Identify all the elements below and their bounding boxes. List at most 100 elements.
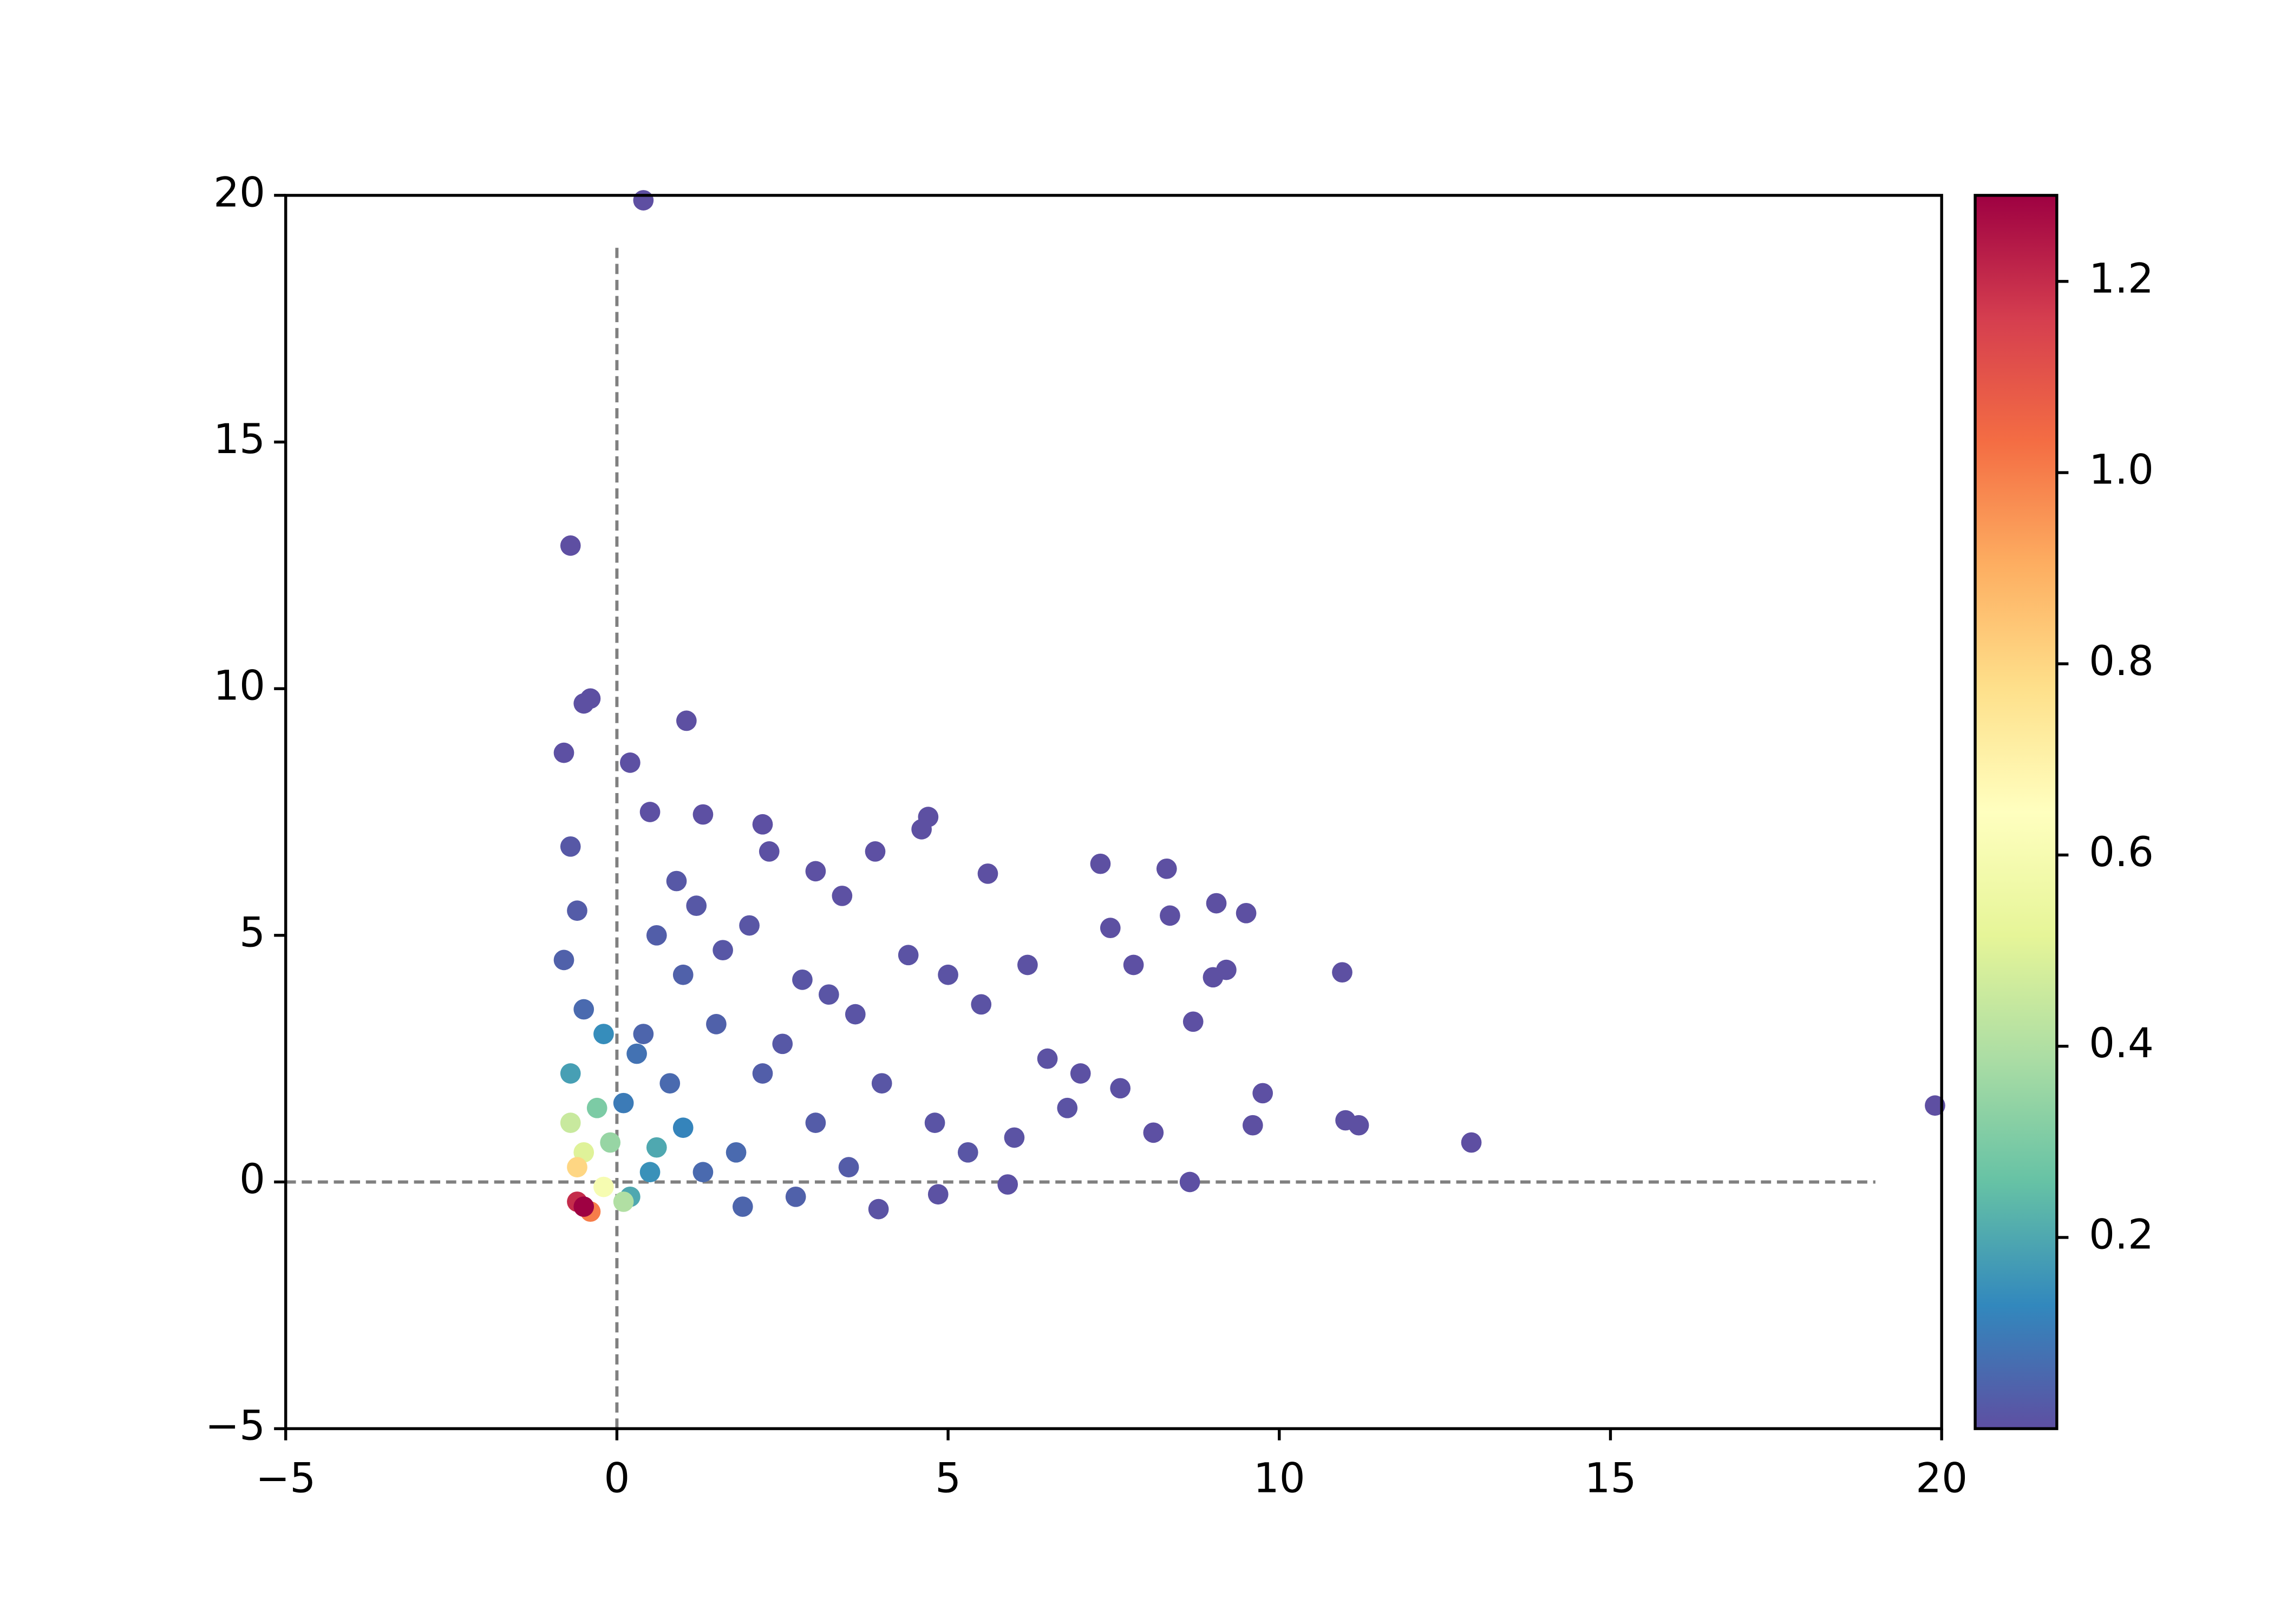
point <box>759 841 780 862</box>
point <box>686 895 707 916</box>
point <box>865 841 886 862</box>
point <box>560 535 581 556</box>
point <box>924 1112 945 1133</box>
point <box>868 1199 889 1220</box>
point <box>573 999 594 1020</box>
point <box>1156 858 1177 879</box>
point <box>997 1174 1018 1195</box>
point <box>1461 1132 1482 1153</box>
point <box>1057 1097 1078 1118</box>
x-tick-label: −5 <box>256 1455 316 1502</box>
point <box>1206 893 1227 914</box>
colorbar-tick-label: 0.2 <box>2089 1210 2154 1258</box>
point <box>1182 1011 1204 1032</box>
point <box>560 1112 581 1133</box>
point <box>726 1142 747 1163</box>
colorbar-tick-label: 1.0 <box>2089 446 2154 494</box>
point <box>560 1063 581 1084</box>
point <box>739 915 760 936</box>
point <box>1070 1063 1091 1084</box>
x-tick-label: 0 <box>604 1455 630 1502</box>
y-tick-label: 10 <box>213 662 265 710</box>
point <box>593 1024 614 1044</box>
point <box>971 994 992 1015</box>
point <box>1004 1127 1025 1148</box>
colorbar-tick-label: 0.6 <box>2089 828 2154 876</box>
point <box>938 964 958 985</box>
point <box>646 925 667 946</box>
point <box>666 870 687 892</box>
point <box>593 1176 614 1197</box>
x-tick-label: 10 <box>1253 1455 1305 1502</box>
point <box>672 1117 694 1138</box>
point <box>772 1033 793 1055</box>
point <box>957 1142 978 1163</box>
point <box>1143 1122 1164 1143</box>
point <box>1348 1115 1369 1136</box>
point <box>613 1191 634 1212</box>
point <box>1090 853 1111 874</box>
point <box>752 814 773 835</box>
colorbar-tick-label: 0.8 <box>2089 637 2154 685</box>
point <box>1017 954 1038 975</box>
point <box>1236 902 1257 924</box>
point <box>732 1196 753 1217</box>
point <box>626 1043 647 1064</box>
point <box>785 1186 806 1207</box>
point <box>659 1073 681 1094</box>
axes-frame <box>284 194 1943 1430</box>
point <box>1242 1115 1263 1136</box>
point <box>1037 1048 1058 1069</box>
point <box>871 1073 892 1094</box>
point <box>639 1162 661 1183</box>
point <box>620 752 641 773</box>
point <box>977 863 998 884</box>
point <box>1203 967 1224 988</box>
colorbar-tick-label: 1.2 <box>2089 254 2154 302</box>
y-tick-label: 5 <box>239 908 265 956</box>
y-tick-label: 15 <box>213 415 265 463</box>
point <box>1179 1171 1200 1193</box>
x-tick-label: 5 <box>935 1455 961 1502</box>
y-tick-label: 20 <box>213 168 265 216</box>
point <box>805 861 826 882</box>
point <box>692 1162 714 1183</box>
point <box>838 1157 859 1177</box>
point <box>676 710 697 731</box>
point <box>580 688 601 709</box>
point <box>927 1184 949 1205</box>
x-tick-label: 20 <box>1916 1455 1968 1502</box>
point <box>567 900 587 921</box>
point <box>567 1157 587 1177</box>
point <box>586 1097 607 1118</box>
point <box>1110 1078 1131 1099</box>
point <box>706 1014 727 1034</box>
point <box>672 964 694 985</box>
point <box>633 1024 654 1044</box>
point <box>1925 1095 1945 1116</box>
point <box>692 804 714 825</box>
point <box>819 984 839 1005</box>
point <box>1160 905 1180 926</box>
point <box>639 802 661 822</box>
point <box>560 836 581 857</box>
y-tick-label: 0 <box>239 1155 265 1203</box>
point <box>713 940 733 961</box>
point <box>646 1137 667 1158</box>
point <box>911 819 932 840</box>
colorbar-tick-label: 0.4 <box>2089 1019 2154 1067</box>
point <box>792 969 813 990</box>
point <box>1332 962 1352 983</box>
point <box>633 190 654 211</box>
colorbar <box>1974 194 2059 1430</box>
point <box>752 1063 773 1084</box>
point <box>898 945 919 966</box>
point <box>1123 954 1144 975</box>
point <box>1252 1083 1273 1104</box>
point <box>845 1004 866 1025</box>
x-tick-label: 15 <box>1585 1455 1637 1502</box>
point <box>553 949 574 971</box>
point <box>573 1196 594 1217</box>
plot-area <box>285 190 1945 1429</box>
